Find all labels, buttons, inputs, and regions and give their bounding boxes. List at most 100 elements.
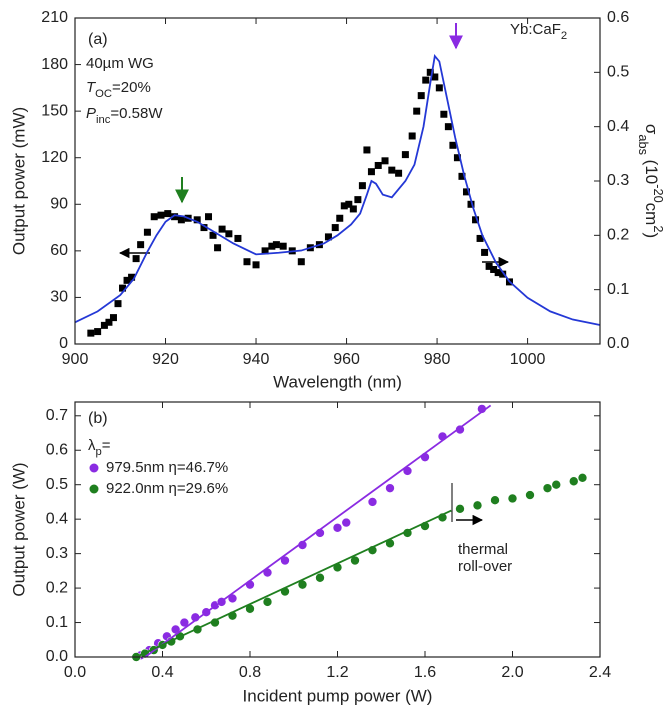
marker: [367, 497, 378, 507]
marker: [114, 300, 122, 308]
marker: [435, 84, 443, 92]
marker: [100, 321, 108, 329]
x-tick-label: 960: [333, 351, 360, 368]
legend-label: 922.0nm η=29.6%: [106, 480, 228, 497]
marker: [462, 188, 470, 196]
marker: [218, 225, 226, 233]
y-tick-label: 30: [50, 289, 68, 306]
plot-group: [74, 53, 601, 337]
marker: [214, 244, 222, 252]
y-tick-label: 90: [50, 196, 68, 213]
y-tick-label: 0.1: [46, 614, 68, 631]
marker: [272, 241, 280, 249]
marker: [568, 476, 579, 487]
text-part: -20: [651, 184, 666, 202]
text-part: =20%: [112, 79, 151, 96]
marker: [444, 123, 452, 131]
marker: [363, 146, 371, 154]
marker: [261, 247, 269, 255]
marker: [209, 231, 217, 239]
line: [74, 53, 601, 326]
y-tick-label: 0.4: [46, 510, 68, 527]
marker: [426, 68, 434, 76]
y-tick-label: 0.2: [46, 579, 68, 596]
marker: [171, 213, 179, 221]
x-tick-label: 1.2: [326, 664, 348, 681]
marker: [455, 504, 465, 514]
y-tick-label: 60: [50, 242, 68, 259]
y-tick-label: 150: [41, 102, 68, 119]
annotation: 40µm WG: [86, 55, 154, 72]
marker: [262, 597, 273, 607]
legend-title: λp=: [88, 437, 111, 458]
marker: [200, 224, 208, 232]
x-tick-label: 1000: [510, 351, 546, 368]
marker: [193, 216, 201, 224]
annotation: roll-over: [458, 558, 512, 575]
text-part: thermal: [458, 541, 508, 558]
annotation: thermal: [458, 541, 508, 558]
text-part: cm: [642, 203, 661, 226]
marker: [431, 73, 439, 81]
marker: [542, 483, 553, 493]
marker: [324, 233, 332, 241]
marker: [481, 248, 489, 256]
marker: [440, 110, 448, 118]
x-tick-label: 2.4: [589, 664, 611, 681]
y2-tick-label: 0.6: [607, 9, 629, 26]
legend-marker: [89, 463, 99, 473]
marker: [458, 172, 466, 180]
x-tick-label: 0.8: [239, 664, 261, 681]
text-part: λ: [88, 437, 96, 454]
text-part: =: [102, 437, 111, 454]
marker: [268, 242, 276, 250]
marker: [453, 154, 461, 162]
marker: [349, 205, 357, 213]
marker: [332, 522, 343, 533]
marker: [225, 230, 233, 238]
marker: [455, 424, 465, 435]
marker: [551, 479, 562, 490]
marker: [507, 493, 518, 504]
y-tick-label: 0.0: [46, 648, 68, 665]
marker: [449, 141, 457, 149]
marker: [490, 265, 498, 273]
marker: [341, 517, 352, 528]
line: [135, 509, 452, 658]
marker: [340, 202, 348, 210]
marker: [243, 258, 251, 266]
y-tick-label: 0.6: [46, 441, 68, 458]
marker: [157, 211, 165, 219]
marker: [467, 200, 475, 208]
marker: [381, 157, 389, 165]
y2-tick-label: 0.0: [607, 335, 629, 352]
x-tick-label: 980: [424, 351, 451, 368]
marker: [485, 262, 493, 270]
text-part: 2: [561, 30, 567, 42]
text-part: inc: [96, 114, 111, 126]
text-part: P: [86, 105, 96, 122]
marker: [119, 284, 127, 292]
marker: [234, 234, 242, 242]
annotation: Pinc=0.58W: [86, 105, 163, 126]
y2-axis-label: σabs (10-20cm2): [636, 124, 666, 238]
marker: [345, 200, 353, 208]
marker: [252, 261, 260, 269]
marker: [374, 161, 382, 169]
marker: [577, 473, 588, 483]
y-axis-label: Output power (mW): [9, 107, 28, 255]
panel-title: (b): [88, 410, 108, 427]
marker: [297, 258, 305, 266]
y2-tick-label: 0.3: [607, 172, 629, 189]
legend-label: 979.5nm η=46.7%: [106, 459, 228, 476]
marker: [137, 241, 145, 249]
marker: [150, 213, 158, 221]
marker: [417, 92, 425, 100]
y2-tick-label: 0.2: [607, 227, 629, 244]
marker: [413, 107, 421, 115]
marker: [177, 216, 185, 224]
y-tick-label: 0.3: [46, 545, 68, 562]
text-part: Yb:CaF: [510, 21, 561, 38]
